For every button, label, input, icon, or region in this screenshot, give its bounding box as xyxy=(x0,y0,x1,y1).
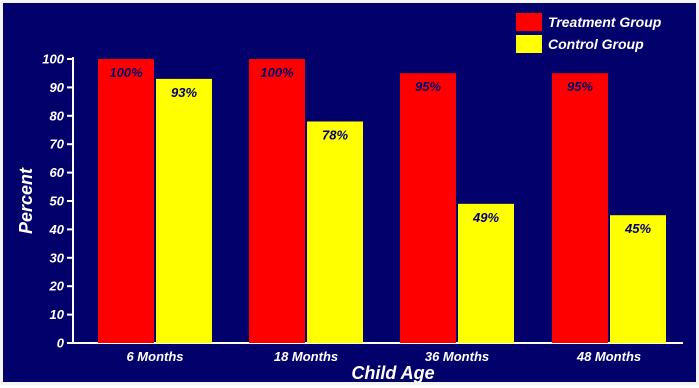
bar-value-label: 93% xyxy=(171,85,197,100)
y-tick-label: 70 xyxy=(50,137,65,152)
bar-value-label: 95% xyxy=(415,79,441,94)
control-bar xyxy=(156,78,212,343)
y-tick-label: 80 xyxy=(50,108,65,123)
legend-label: Control Group xyxy=(548,36,644,52)
x-axis-title: Child Age xyxy=(351,363,434,383)
y-axis-title: Percent xyxy=(16,167,36,234)
control-bar xyxy=(458,203,514,343)
x-tick-label: 48 Months xyxy=(576,349,641,364)
x-tick-label: 6 Months xyxy=(126,349,183,364)
legend: Treatment Group Control Group xyxy=(516,13,662,53)
legend-label: Treatment Group xyxy=(548,14,662,30)
bar-value-label: 78% xyxy=(322,127,348,142)
category-labels: 6 Months 18 Months 36 Months 48 Months xyxy=(126,349,641,364)
treatment-bar xyxy=(98,59,154,343)
treatment-bar xyxy=(400,73,456,343)
treatment-bar xyxy=(249,59,305,343)
y-tick-label: 100 xyxy=(42,52,64,67)
y-tick-label: 60 xyxy=(50,165,65,180)
y-tick-label: 30 xyxy=(50,250,65,265)
y-tick-label: 10 xyxy=(50,307,65,322)
legend-swatch-control xyxy=(516,35,542,53)
bar-chart: 0 10 20 30 40 50 60 70 80 90 100 100% 93% 100% 78% 95%… xyxy=(16,13,683,383)
bar-value-label: 45% xyxy=(624,221,651,236)
bar-value-label: 95% xyxy=(567,79,593,94)
x-tick-label: 18 Months xyxy=(274,349,338,364)
bar-value-label: 100% xyxy=(109,65,143,80)
treatment-bar xyxy=(552,73,608,343)
y-tick-label: 50 xyxy=(50,194,65,209)
x-tick-label: 36 Months xyxy=(425,349,489,364)
y-tick-label: 40 xyxy=(49,222,65,237)
y-ticks: 0 10 20 30 40 50 60 70 80 90 100 xyxy=(42,52,73,351)
y-tick-label: 20 xyxy=(49,279,65,294)
y-tick-label: 0 xyxy=(57,336,65,351)
legend-swatch-treatment xyxy=(516,13,542,31)
y-tick-label: 90 xyxy=(50,80,65,95)
bar-value-label: 100% xyxy=(260,65,294,80)
bar-value-label: 49% xyxy=(472,210,499,225)
control-bar xyxy=(307,121,363,343)
bars: 100% 93% 100% 78% 95% 49% 95% 45% xyxy=(98,59,666,343)
control-bar xyxy=(610,215,666,343)
